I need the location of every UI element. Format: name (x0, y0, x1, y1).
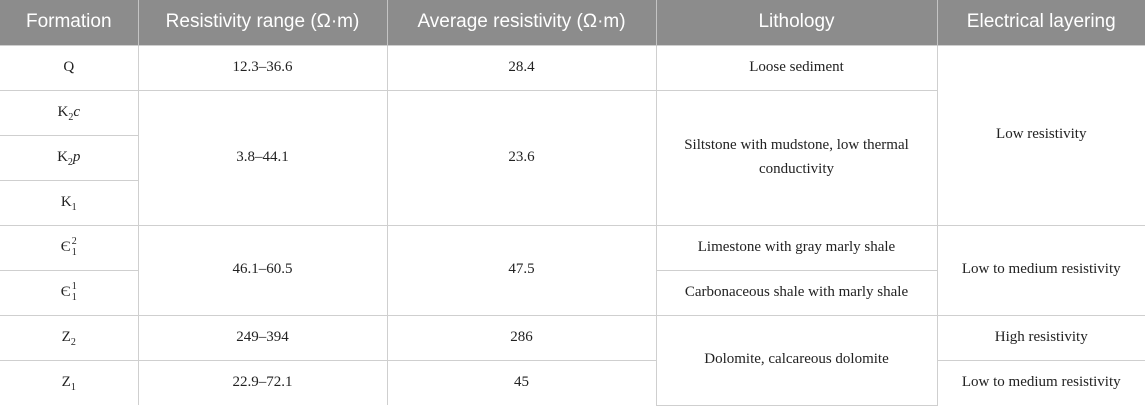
layering-cell: Low to medium resistivity (936, 359, 1145, 405)
formation-symbol: Z (61, 328, 71, 345)
header-lithology: Lithology (656, 0, 938, 45)
range-cell: 12.3–36.6 (137, 44, 388, 91)
average-cell: 286 (386, 314, 657, 361)
formation-symbol: Є (60, 283, 71, 300)
formation-cell: K2c (0, 89, 139, 136)
formation-subscript: 1 (71, 247, 77, 259)
average-cell: 47.5 (386, 224, 657, 316)
average-cell: 28.4 (386, 44, 657, 91)
formation-subscript: 2 (68, 111, 74, 123)
table-row: Q 12.3–36.6 28.4 Loose sediment Low resi… (0, 44, 1145, 226)
formation-suffix: p (72, 148, 81, 165)
formation-superscript: 2 (71, 236, 77, 248)
header-electrical-layering: Electrical layering (937, 0, 1145, 45)
lithology-cell: Loose sediment (655, 44, 938, 91)
layering-cell: High resistivity (936, 314, 1145, 361)
header-average-resistivity: Average resistivity (Ω·m) (387, 0, 657, 45)
range-cell: 3.8–44.1 (137, 89, 388, 226)
formation-cell: Z2 (0, 314, 139, 361)
formation-subscript: 1 (71, 201, 77, 213)
average-cell: 23.6 (386, 89, 657, 226)
formation-symbol: Z (61, 374, 71, 391)
formation-symbol: Q (63, 58, 75, 75)
formation-symbol: Є (60, 238, 71, 255)
table-row: K2c 3.8–44.1 23.6 Siltstone with mudston… (0, 89, 1145, 226)
table-row: K2p (0, 134, 1145, 181)
formation-cell: Q (0, 44, 139, 91)
lithology-cell: Dolomite, calcareous dolomite (655, 314, 938, 406)
table-row: Z2 249–394 286 Dolomite, calcareous dolo… (0, 314, 1145, 406)
layering-cell: Low to medium resistivity (936, 224, 1145, 316)
average-cell: 45 (386, 359, 657, 405)
formation-subscript: 2 (67, 156, 73, 168)
formation-symbol: K (60, 193, 72, 210)
lithology-cell: Limestone with gray marly shale (655, 224, 938, 271)
header-formation: Formation (0, 0, 139, 45)
header-resistivity-range: Resistivity range (Ω·m) (138, 0, 388, 45)
formation-subscript: 1 (71, 292, 77, 304)
table-header-row: Formation Resistivity range (Ω·m) Averag… (0, 0, 1145, 45)
lithology-cell: Carbonaceous shale with marly shale (655, 269, 937, 316)
formation-superscript: 1 (71, 281, 77, 293)
range-cell: 46.1–60.5 (137, 224, 388, 316)
formation-symbol: K (57, 103, 69, 120)
formation-subscript: 1 (70, 382, 76, 394)
formation-cell: K1 (0, 179, 138, 226)
formation-subscript: 2 (70, 336, 76, 348)
formation-cell: K2p (0, 134, 138, 181)
range-cell: 249–394 (137, 314, 388, 361)
lithology-cell: Siltstone with mudstone, low thermal con… (655, 89, 937, 226)
range-cell: 22.9–72.1 (137, 359, 388, 405)
formation-symbol: K (57, 148, 68, 165)
layering-cell: Low resistivity (936, 44, 1145, 226)
formation-suffix: c (73, 103, 80, 120)
table-row: Z1 22.9–72.1 45 Low to medium resistivit… (0, 359, 1145, 405)
formation-cell: Z1 (0, 359, 139, 405)
